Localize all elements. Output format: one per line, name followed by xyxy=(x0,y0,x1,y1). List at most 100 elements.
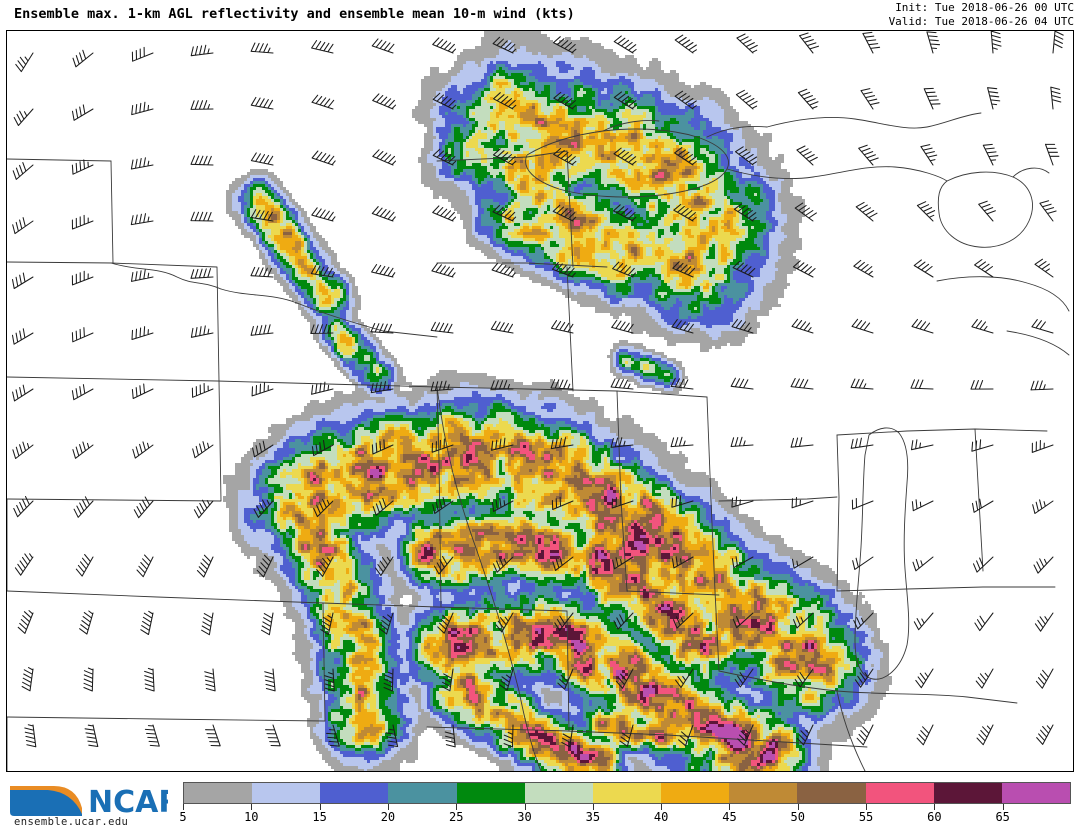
map-outline xyxy=(7,158,112,162)
wind-barb xyxy=(313,498,334,518)
wind-barb xyxy=(557,668,574,690)
wind-barb xyxy=(1033,556,1054,574)
wind-barb xyxy=(610,437,634,448)
wind-barb xyxy=(441,668,454,692)
map-outline xyxy=(7,160,114,264)
reflectivity-band-35 xyxy=(253,79,850,771)
reflectivity-band-50 xyxy=(271,106,832,771)
wind-barb xyxy=(791,496,814,509)
colorbar-tick xyxy=(661,804,663,810)
wind-barb xyxy=(130,269,154,282)
wind-barb xyxy=(311,39,334,54)
wind-barb xyxy=(252,440,274,458)
colorbar-tick-label: 25 xyxy=(448,810,464,824)
colorbar-tick xyxy=(524,804,526,810)
wind-barb xyxy=(671,556,694,569)
wind-barb xyxy=(437,612,454,634)
wind-barb xyxy=(987,87,1001,110)
wind-barb xyxy=(72,49,94,68)
wind-barb xyxy=(923,87,941,110)
reflectivity-band-30 xyxy=(250,73,856,771)
wind-barb xyxy=(1031,319,1054,334)
wind-barb xyxy=(1031,439,1054,453)
wind-barb xyxy=(678,724,694,747)
wind-barb xyxy=(190,100,214,110)
wind-barb xyxy=(190,155,214,166)
wind-barb-field xyxy=(11,31,1064,748)
map-outline xyxy=(436,386,542,771)
map-outline xyxy=(836,690,866,771)
wind-barb xyxy=(913,612,934,631)
wind-barb xyxy=(311,207,336,222)
wind-barb xyxy=(1032,499,1054,515)
colorbar-tick xyxy=(592,804,594,810)
map-outline xyxy=(7,602,326,722)
wind-barb xyxy=(612,204,637,222)
wind-barb xyxy=(250,209,274,222)
wind-barb xyxy=(860,88,880,110)
wind-barb xyxy=(264,668,276,692)
wind-barb xyxy=(253,499,274,518)
wind-barb xyxy=(858,144,879,166)
map-outline xyxy=(937,171,1033,248)
wind-barb xyxy=(444,724,456,748)
wind-barb xyxy=(974,612,994,632)
wind-barb xyxy=(790,377,814,390)
wind-barb xyxy=(491,497,514,512)
wind-barb xyxy=(851,497,874,510)
wind-barb xyxy=(990,31,1002,54)
colorbar-band-30-35 xyxy=(524,783,593,803)
wind-barb xyxy=(311,94,335,110)
wind-barb xyxy=(613,147,637,166)
wind-barb xyxy=(794,202,817,222)
wind-barb xyxy=(431,438,454,453)
wind-barb xyxy=(974,258,994,278)
wind-barb xyxy=(251,382,274,397)
wind-barb xyxy=(730,377,754,390)
map-outline xyxy=(616,390,628,592)
wind-barb xyxy=(731,496,754,508)
wind-barb xyxy=(131,326,154,341)
wind-barb xyxy=(260,612,274,636)
map-outline xyxy=(566,730,868,748)
wind-barb xyxy=(21,667,34,692)
wind-barb xyxy=(851,318,874,334)
wind-barb xyxy=(611,319,634,334)
wind-barb xyxy=(972,556,994,573)
wind-barb xyxy=(311,381,334,395)
colorbar-tick-labels: 5 10 15 20 25 30 35 40 45 50 55 60 65 xyxy=(179,810,1071,830)
map-outline xyxy=(936,276,1070,312)
wind-barb xyxy=(13,495,34,518)
wind-barb xyxy=(324,668,335,692)
wind-barb xyxy=(670,377,694,390)
reflectivity-field xyxy=(223,31,892,771)
wind-barb xyxy=(734,668,754,688)
map-outline xyxy=(436,150,568,162)
wind-barb xyxy=(131,101,154,116)
wind-barb xyxy=(371,439,394,455)
map-outline xyxy=(836,428,1048,436)
reflectivity-band-5 xyxy=(223,31,892,771)
wind-barb xyxy=(915,668,934,689)
wind-barb xyxy=(730,436,754,448)
wind-barb xyxy=(375,556,394,576)
wind-barb xyxy=(499,668,514,691)
wind-barb xyxy=(732,260,756,278)
wind-barb xyxy=(320,612,334,636)
wind-barb xyxy=(192,441,214,459)
wind-barb xyxy=(430,321,454,334)
wind-barb xyxy=(1034,612,1054,632)
wind-barb xyxy=(911,318,934,334)
wind-barb xyxy=(191,382,214,398)
wind-barb xyxy=(550,379,574,390)
wind-barb xyxy=(205,724,221,747)
wind-barb xyxy=(196,554,214,578)
wind-barb xyxy=(673,203,697,222)
wind-barb xyxy=(14,553,34,576)
wind-barb xyxy=(12,384,34,402)
map-outline xyxy=(706,396,720,672)
wind-barb xyxy=(12,217,34,235)
colorbar-tick xyxy=(456,804,458,810)
wind-barb xyxy=(797,88,819,110)
wind-barb xyxy=(490,320,514,334)
